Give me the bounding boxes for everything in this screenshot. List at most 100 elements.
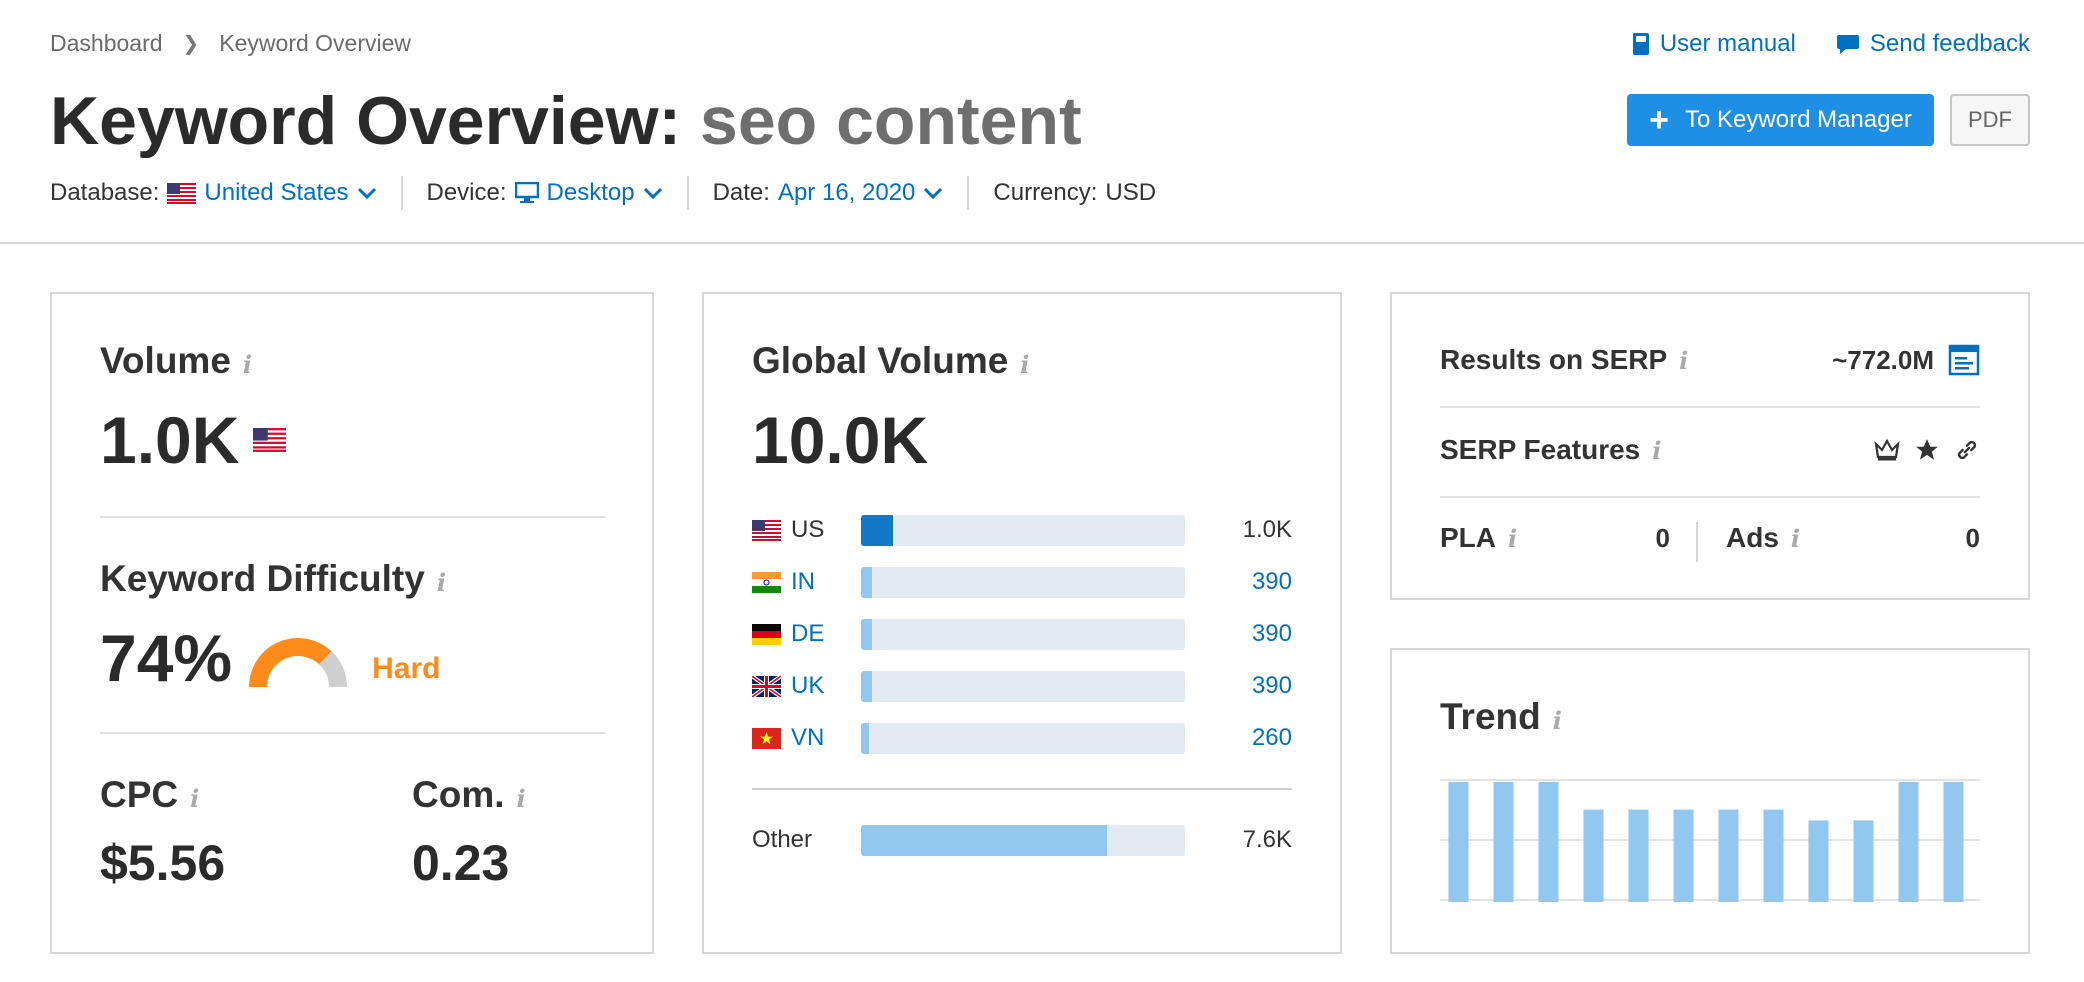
volume-heading: Volume i <box>100 340 253 381</box>
country-code[interactable]: IN <box>791 568 815 595</box>
us-flag-icon <box>752 519 781 541</box>
trend-bar[interactable] <box>1493 782 1514 902</box>
gauge-track <box>318 651 348 688</box>
country-row-other: Other 7.6K <box>752 824 1292 856</box>
other-label: Other <box>752 826 813 853</box>
serp-snapshot-icon[interactable] <box>1948 344 1980 376</box>
country-bar-fill <box>861 566 873 598</box>
divider <box>400 176 403 210</box>
country-bar <box>861 618 1185 650</box>
filter-bar: Database: United States Device: Desktop … <box>50 176 1156 210</box>
pdf-button[interactable]: PDF <box>1950 94 2030 146</box>
cpc-value: $5.56 <box>100 835 226 891</box>
pla-value: 0 <box>1655 522 1670 553</box>
info-icon[interactable]: i <box>436 568 446 597</box>
breadcrumb-current: Keyword Overview <box>219 30 412 56</box>
to-keyword-manager-button[interactable]: + To Keyword Manager <box>1627 94 1934 146</box>
gauge-fill <box>249 638 332 688</box>
vn-flag-icon <box>752 727 781 749</box>
trend-bar[interactable] <box>1538 782 1559 902</box>
trend-bar[interactable] <box>1898 782 1919 902</box>
country-code: US <box>791 516 825 543</box>
country-value[interactable]: 260 <box>1251 724 1292 751</box>
divider <box>967 176 970 210</box>
device-dropdown[interactable]: Desktop <box>514 179 663 207</box>
info-icon[interactable]: i <box>1652 435 1662 465</box>
top-links: User manual Send feedback <box>1632 30 2030 58</box>
country-code[interactable]: VN <box>791 724 825 751</box>
trend-bar[interactable] <box>1718 809 1739 902</box>
country-bar <box>861 670 1185 702</box>
country-code[interactable]: UK <box>791 672 825 699</box>
chevron-down-icon <box>924 187 943 200</box>
competition-value: 0.23 <box>412 835 510 891</box>
country-row-us: US 1.0K <box>752 514 1292 546</box>
trend-bar[interactable] <box>1943 782 1964 902</box>
info-icon[interactable]: i <box>516 784 526 813</box>
info-icon[interactable]: i <box>1790 523 1801 553</box>
trend-bar[interactable] <box>1583 809 1604 902</box>
results-on-serp-row: Results on SERP i ~772.0M <box>1440 344 1980 376</box>
crown-icon[interactable] <box>1874 438 1900 462</box>
de-flag-icon <box>752 623 781 645</box>
global-volume-value: 10.0K <box>752 403 929 477</box>
difficulty-value: 74% <box>100 621 233 695</box>
divider <box>100 732 606 734</box>
country-row-de: DE 390 <box>752 618 1292 650</box>
volume-value: 1.0K <box>100 403 240 477</box>
serp-features-row: SERP Features i <box>1440 434 1980 466</box>
trend-bar[interactable] <box>1448 782 1469 902</box>
info-icon[interactable]: i <box>190 784 200 813</box>
speech-bubble-icon <box>1836 35 1859 54</box>
info-icon[interactable]: i <box>242 350 253 379</box>
trend-bar[interactable] <box>1628 809 1649 902</box>
plus-icon: + <box>1649 101 1670 139</box>
country-value[interactable]: 390 <box>1251 620 1292 647</box>
country-value[interactable]: 390 <box>1251 672 1292 699</box>
trend-bar[interactable] <box>1673 809 1694 902</box>
divider <box>100 516 606 518</box>
trend-bar[interactable] <box>1808 820 1829 902</box>
date-dropdown[interactable]: Apr 16, 2020 <box>778 179 943 207</box>
trend-heading: Trend i <box>1440 696 1562 737</box>
info-icon[interactable]: i <box>1679 345 1689 375</box>
divider <box>686 176 689 210</box>
divider <box>1696 522 1698 562</box>
country-bar-fill <box>861 670 873 702</box>
page-title: Keyword Overview: seo content <box>50 83 1082 159</box>
keyword-text: seo content <box>700 83 1082 159</box>
link-icon[interactable] <box>1954 437 1980 463</box>
divider <box>1440 406 1980 408</box>
database-dropdown[interactable]: United States <box>167 179 376 207</box>
device-filter: Device: Desktop <box>427 179 663 207</box>
user-manual-link[interactable]: User manual <box>1632 30 1796 58</box>
serp-features-icons <box>1874 437 1980 463</box>
info-icon[interactable]: i <box>1020 350 1030 379</box>
breadcrumb-dashboard[interactable]: Dashboard <box>50 30 163 56</box>
other-bar <box>861 824 1185 856</box>
info-icon[interactable]: i <box>1508 523 1518 553</box>
page-header: Dashboard ❯ Keyword Overview User manual… <box>0 0 2084 244</box>
book-icon <box>1632 33 1649 55</box>
country-code[interactable]: DE <box>791 620 825 647</box>
country-row-vn: VN 260 <box>752 722 1292 754</box>
trend-bar[interactable] <box>1853 820 1874 902</box>
ads-row: Ads i 0 <box>1726 522 1980 553</box>
trend-bar[interactable] <box>1763 809 1784 902</box>
chevron-right-icon: ❯ <box>182 33 200 55</box>
serp-card: Results on SERP i ~772.0M SERP Features i … <box>1390 292 2030 600</box>
country-bar <box>861 514 1185 546</box>
send-feedback-link[interactable]: Send feedback <box>1836 30 2030 58</box>
currency-filter: Currency: USD <box>993 179 1157 206</box>
country-value[interactable]: 390 <box>1251 568 1292 595</box>
chevron-down-icon <box>357 187 376 200</box>
pla-row: PLA i 0 <box>1440 522 1670 553</box>
country-bar <box>861 566 1185 598</box>
star-icon[interactable] <box>1914 437 1940 463</box>
global-volume-heading: Global Volume i <box>752 340 1030 381</box>
in-flag-icon <box>752 571 781 593</box>
info-icon[interactable]: i <box>1552 706 1562 735</box>
country-row-in: IN 390 <box>752 566 1292 598</box>
other-bar-fill <box>861 824 1108 856</box>
trend-chart <box>1440 779 1980 902</box>
